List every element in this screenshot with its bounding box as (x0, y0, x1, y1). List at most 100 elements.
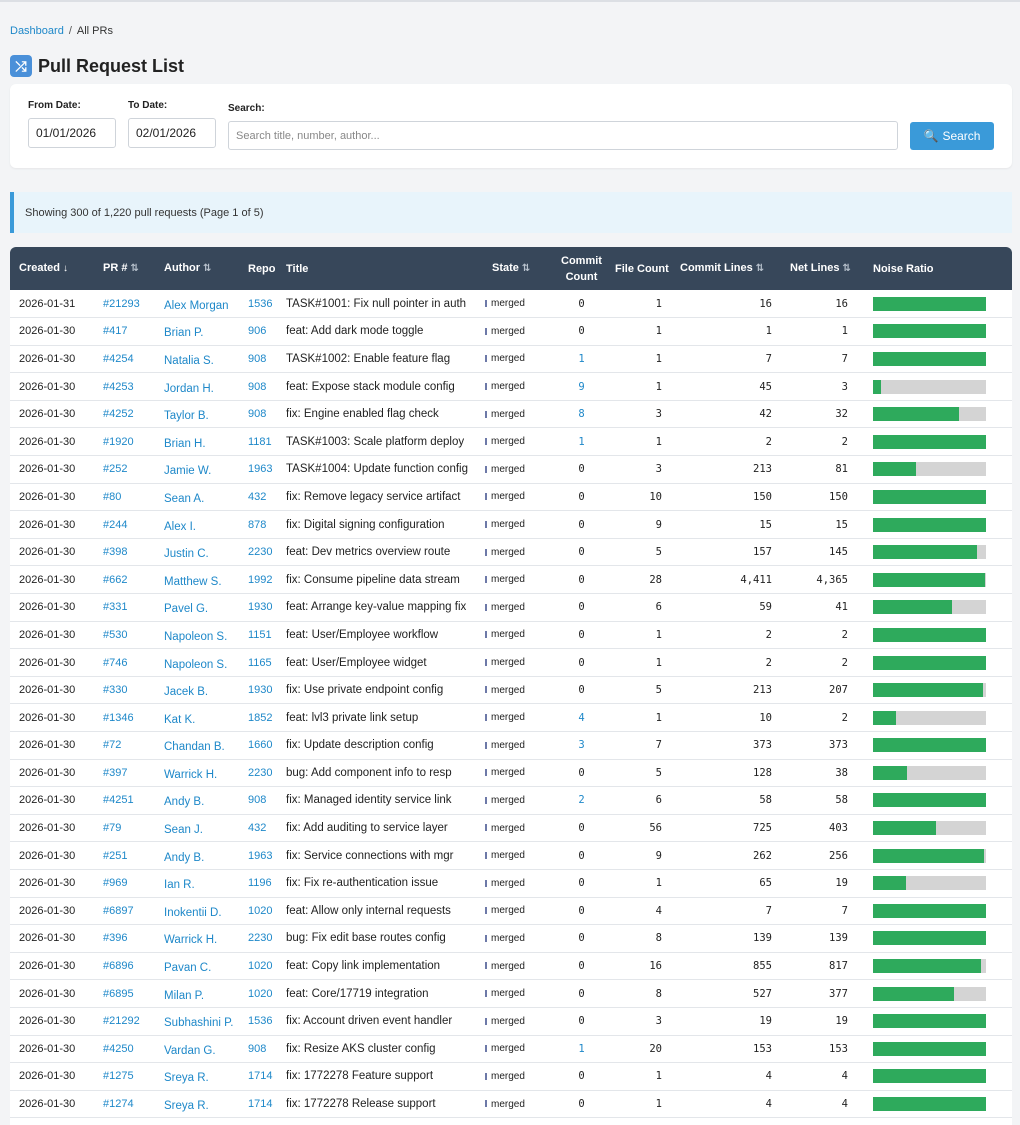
author-link[interactable]: Sean A. (164, 492, 205, 505)
commit-count-cell[interactable]: 1 (578, 1042, 585, 1055)
table-row[interactable]: 2026-01-30 #244 Alex I. 878 fix: Digital sig… (10, 511, 1012, 539)
table-row[interactable]: 2026-01-30 #662 Matthew S. 1992 fix: Consume… (10, 566, 1012, 594)
author-link[interactable]: Subhashini P. (164, 1017, 234, 1030)
from-date-input[interactable]: 01/01/2026 (28, 118, 116, 148)
table-row[interactable]: 2026-01-30 #4253 Jordan H. 908 feat: Expose … (10, 373, 1012, 401)
author-link[interactable]: Jordan H. (164, 382, 214, 395)
pr-number-link[interactable]: #746 (103, 656, 128, 669)
pr-number-link[interactable]: #397 (103, 766, 128, 779)
pr-number-link[interactable]: #398 (103, 546, 128, 559)
table-row[interactable]: 2026-01-30 #746 Napoleon S. 1165 feat: User/… (10, 649, 1012, 677)
author-link[interactable]: Matthew S. (164, 575, 222, 588)
pr-number-link[interactable]: #6895 (103, 987, 134, 1000)
repo-link[interactable]: 1930 (248, 684, 273, 697)
repo-link[interactable]: 1660 (248, 739, 273, 752)
table-row[interactable]: 2026-01-30 #6895 Milan P. 1020 feat: Core/17… (10, 980, 1012, 1008)
table-row[interactable]: 2026-01-30 #969 Ian R. 1196 fix: Fix re-auth… (10, 869, 1012, 898)
repo-link[interactable]: 908 (248, 794, 267, 807)
author-link[interactable]: Alex I. (164, 520, 196, 533)
repo-link[interactable]: 2230 (248, 546, 273, 559)
table-row[interactable]: 2026-01-30 #530 Napoleon S. 1151 feat: User/… (10, 621, 1012, 649)
table-row[interactable]: 2026-01-30 #4252 Taylor B. 908 fix: Engine e… (10, 400, 1012, 428)
col-created-header[interactable]: Created ↓ (19, 262, 68, 274)
col-pr-header[interactable]: PR # ⇅ (103, 262, 139, 274)
author-link[interactable]: Brian P. (164, 327, 204, 340)
repo-link[interactable]: 1536 (248, 1015, 273, 1028)
author-link[interactable]: Andy B. (164, 851, 205, 864)
author-link[interactable]: Inokentii D. (164, 906, 222, 919)
author-link[interactable]: Warrick H. (164, 934, 218, 947)
author-link[interactable]: Chandan B. (164, 741, 225, 754)
commit-count-cell[interactable]: 4 (578, 711, 585, 724)
table-row[interactable]: 2026-01-30 #80 Sean A. 432 fix: Remove legac… (10, 483, 1012, 511)
author-link[interactable]: Warrick H. (164, 768, 218, 781)
table-row[interactable]: 2026-01-30 #79 Sean J. 432 fix: Add auditing… (10, 814, 1012, 842)
author-link[interactable]: Andy B. (164, 796, 205, 809)
author-link[interactable]: Sean J. (164, 824, 203, 837)
table-row[interactable]: 2026-01-30 #1346 Kat K. 1852 feat: lvl3 priv… (10, 704, 1012, 732)
repo-link[interactable]: 1165 (248, 656, 272, 669)
repo-link[interactable]: 908 (248, 380, 267, 393)
pr-number-link[interactable]: #72 (103, 739, 122, 752)
repo-link[interactable]: 1930 (248, 601, 273, 614)
repo-link[interactable]: 1992 (248, 573, 273, 586)
table-row[interactable]: 2026-01-30 #6897 Inokentii D. 1020 feat: All… (10, 897, 1012, 925)
commit-count-cell[interactable]: 1 (578, 352, 585, 365)
commit-count-cell[interactable]: 9 (578, 380, 585, 393)
repo-link[interactable]: 1020 (248, 960, 273, 973)
pr-number-link[interactable]: #662 (103, 573, 128, 586)
pr-number-link[interactable]: #79 (103, 822, 122, 835)
pr-number-link[interactable]: #1346 (103, 711, 134, 724)
repo-link[interactable]: 432 (248, 822, 267, 835)
repo-link[interactable]: 908 (248, 1042, 267, 1055)
pr-number-link[interactable]: #4250 (103, 1042, 134, 1055)
repo-link[interactable]: 1151 (248, 628, 272, 641)
author-link[interactable]: Napoleon S. (164, 630, 228, 643)
table-row[interactable]: 2026-01-30 #4254 Natalia S. 908 TASK#1002: E… (10, 345, 1012, 373)
table-row[interactable]: 2026-01-30 #6896 Pavan C. 1020 feat: Copy li… (10, 952, 1012, 980)
repo-link[interactable]: 1020 (248, 987, 273, 1000)
repo-link[interactable]: 906 (248, 325, 267, 338)
pr-number-link[interactable]: #396 (103, 932, 128, 945)
pr-number-link[interactable]: #80 (103, 490, 122, 503)
repo-link[interactable]: 878 (248, 518, 267, 531)
pr-number-link[interactable]: #4253 (103, 380, 134, 393)
repo-link[interactable]: 1963 (248, 463, 273, 476)
pr-number-link[interactable]: #1275 (103, 1070, 134, 1083)
pr-number-link[interactable]: #251 (103, 849, 128, 862)
pr-number-link[interactable]: #21292 (103, 1015, 140, 1028)
table-row[interactable]: 2026-01-31 #21293 Alex Morgan 1536 TASK#1001… (10, 290, 1012, 318)
table-row[interactable]: 2026-01-30 #4251 Andy B. 908 fix: Managed id… (10, 787, 1012, 815)
pr-number-link[interactable]: #1274 (103, 1098, 134, 1111)
repo-link[interactable]: 1181 (248, 435, 272, 448)
author-link[interactable]: Justin C. (164, 548, 209, 561)
search-input[interactable]: Search title, number, author... (228, 121, 898, 150)
commit-count-cell[interactable]: 2 (578, 794, 585, 807)
author-link[interactable]: Taylor B. (164, 410, 209, 423)
table-row[interactable]: 2026-01-30 #1275 Sreya R. 1714 fix: 1772278 … (10, 1063, 1012, 1091)
table-row[interactable]: 2026-01-30 #417 Brian P. 906 feat: Add dark … (10, 318, 1012, 346)
pr-number-link[interactable]: #331 (103, 601, 128, 614)
repo-link[interactable]: 432 (248, 490, 267, 503)
repo-link[interactable]: 1020 (248, 904, 273, 917)
search-button[interactable]: 🔍 Search (910, 122, 994, 150)
pr-number-link[interactable]: #969 (103, 877, 128, 890)
commit-count-cell[interactable]: 8 (578, 408, 585, 421)
pr-number-link[interactable]: #252 (103, 463, 128, 476)
repo-link[interactable]: 908 (248, 352, 267, 365)
to-date-input[interactable]: 02/01/2026 (128, 118, 216, 148)
author-link[interactable]: Natalia S. (164, 354, 214, 367)
pr-number-link[interactable]: #417 (103, 325, 128, 338)
author-link[interactable]: Sreya R. (164, 1072, 209, 1085)
col-state-header[interactable]: State ⇅ (492, 262, 531, 274)
author-link[interactable]: Napoleon S. (164, 658, 228, 671)
author-link[interactable]: Ian R. (164, 879, 195, 892)
pr-number-link[interactable]: #4254 (103, 352, 134, 365)
table-row[interactable]: 2026-01-30 #330 Jacek B. 1930 fix: Use priva… (10, 676, 1012, 704)
repo-link[interactable]: 1963 (248, 849, 273, 862)
pr-number-link[interactable]: #1920 (103, 435, 134, 448)
repo-link[interactable]: 1536 (248, 297, 273, 310)
author-link[interactable]: Alex Morgan (164, 299, 229, 312)
pr-number-link[interactable]: #530 (103, 628, 128, 641)
author-link[interactable]: Vardan G. (164, 1044, 216, 1057)
